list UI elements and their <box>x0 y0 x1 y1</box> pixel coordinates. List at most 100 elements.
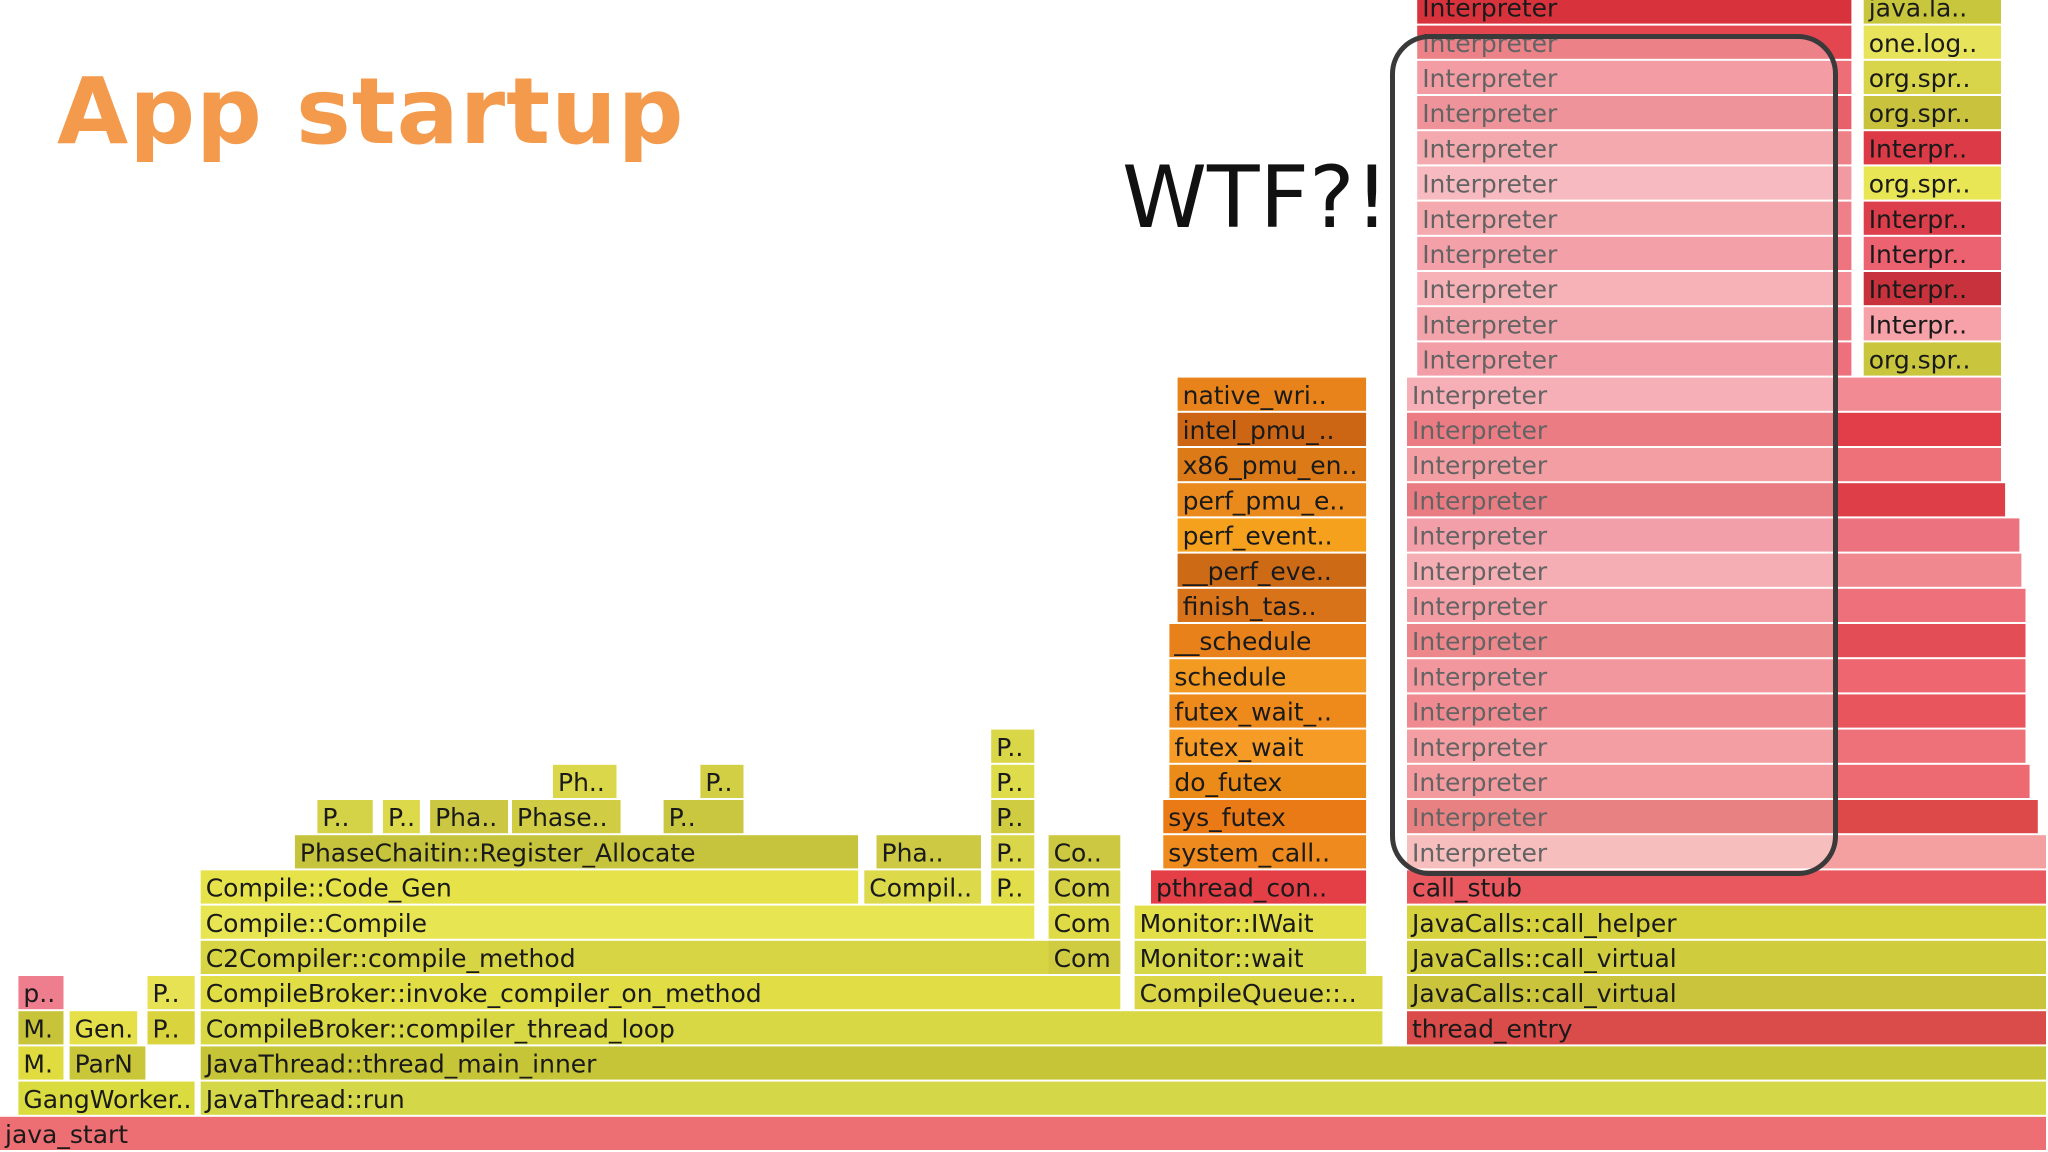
flame-frame[interactable]: Compile::Compile <box>200 905 1035 939</box>
flame-frame[interactable]: Interpreter <box>1407 624 2026 658</box>
flame-frame[interactable]: perf_event.. <box>1177 518 1367 552</box>
flame-frame[interactable]: JavaCalls::call_virtual <box>1407 976 2046 1010</box>
flame-frame[interactable]: Interpreter <box>1407 588 2026 622</box>
flame-frame[interactable]: P.. <box>663 800 744 834</box>
flame-frame[interactable]: Interpr.. <box>1863 131 2001 165</box>
flame-frame[interactable]: JavaCalls::call_helper <box>1407 905 2046 939</box>
flame-frame[interactable]: Monitor::IWait <box>1134 905 1367 939</box>
flame-frame[interactable]: do_futex <box>1169 764 1367 798</box>
flame-frame[interactable]: Interpreter <box>1407 764 2030 798</box>
flame-frame[interactable]: Interpreter <box>1417 236 1852 270</box>
flame-frame[interactable]: P.. <box>991 729 1035 763</box>
flame-frame[interactable]: Interpreter <box>1417 60 1852 94</box>
flame-frame[interactable]: Monitor::wait <box>1134 940 1367 974</box>
flame-frame[interactable]: P.. <box>991 800 1035 834</box>
flame-frame[interactable]: Interpr.. <box>1863 307 2001 341</box>
flame-frame[interactable]: Interpr.. <box>1863 236 2001 270</box>
flame-frame-bar <box>1407 905 2046 939</box>
flame-frame[interactable]: M. <box>18 1011 64 1045</box>
flame-frame[interactable]: JavaThread::thread_main_inner <box>200 1046 2047 1080</box>
flame-frame[interactable]: one.log.. <box>1863 25 2001 59</box>
flame-frame[interactable]: Interpreter <box>1417 272 1852 306</box>
flame-frame[interactable]: x86_pmu_en.. <box>1177 448 1367 482</box>
flame-frame[interactable]: Interpreter <box>1407 518 2020 552</box>
flame-frame[interactable]: perf_pmu_e.. <box>1177 483 1367 517</box>
flame-frame[interactable]: schedule <box>1169 659 1367 693</box>
flame-frame[interactable]: Interpreter <box>1407 412 2001 446</box>
flame-frame[interactable]: P.. <box>991 764 1035 798</box>
flame-frame-bar <box>147 976 195 1010</box>
flame-frame[interactable]: Com <box>1048 905 1121 939</box>
flame-frame[interactable]: P.. <box>700 764 744 798</box>
flame-frame[interactable]: Interpreter <box>1417 201 1852 235</box>
flame-frame[interactable]: Phase.. <box>512 800 621 834</box>
flame-frame[interactable]: Interpreter <box>1407 448 2001 482</box>
flame-frame[interactable]: futex_wait_.. <box>1169 694 1367 728</box>
flame-frame[interactable]: finish_tas.. <box>1177 588 1367 622</box>
flame-frame[interactable]: CompileBroker::invoke_compiler_on_method <box>200 976 1121 1010</box>
flame-frame[interactable]: Gen. <box>69 1011 138 1045</box>
flame-frame[interactable]: CompileQueue::.. <box>1134 976 1383 1010</box>
flame-frame[interactable]: Interpr.. <box>1863 272 2001 306</box>
flame-frame[interactable]: P.. <box>147 976 195 1010</box>
flame-frame[interactable]: ParN <box>69 1046 146 1080</box>
flame-frame[interactable]: P.. <box>383 800 420 834</box>
flame-frame[interactable]: Interpreter <box>1407 659 2026 693</box>
flame-frame[interactable]: Pha.. <box>430 800 508 834</box>
flame-frame[interactable]: P.. <box>991 835 1035 869</box>
flame-frame[interactable]: GangWorker.. <box>18 1081 195 1115</box>
flame-frame[interactable]: org.spr.. <box>1863 342 2001 376</box>
flame-frame[interactable]: PhaseChaitin::Register_Allocate <box>294 835 859 869</box>
flame-frame[interactable]: Interpreter <box>1417 131 1852 165</box>
flame-frame[interactable]: Interpreter <box>1407 800 2038 834</box>
flame-frame[interactable]: Interpreter <box>1417 342 1852 376</box>
flame-frame-label: P.. <box>996 768 1023 797</box>
flame-frame[interactable]: P.. <box>317 800 373 834</box>
flame-frame[interactable]: Com <box>1048 870 1121 904</box>
flame-frame[interactable]: JavaCalls::call_virtual <box>1407 940 2046 974</box>
flame-frame[interactable]: Interpreter <box>1417 0 1852 24</box>
flame-frame[interactable]: Interpreter <box>1417 307 1852 341</box>
flame-frame[interactable]: JavaThread::run <box>200 1081 2047 1115</box>
flame-frame[interactable]: P.. <box>991 870 1035 904</box>
flame-frame[interactable]: Interpreter <box>1417 166 1852 200</box>
flame-frame[interactable]: Interpreter <box>1407 483 2006 517</box>
flame-frame-bar <box>1417 60 1852 94</box>
flame-frame-label: JavaCalls::call_virtual <box>1410 944 1677 973</box>
flame-frame[interactable]: Compile::Code_Gen <box>200 870 859 904</box>
flame-frame[interactable]: __perf_eve.. <box>1177 553 1367 587</box>
flame-frame[interactable]: Ph.. <box>553 764 617 798</box>
flame-frame[interactable]: org.spr.. <box>1863 96 2001 130</box>
flame-frame[interactable]: Interpreter <box>1417 25 1852 59</box>
flame-frame[interactable]: Interpreter <box>1407 835 2046 869</box>
flame-frame[interactable]: system_call.. <box>1163 835 1367 869</box>
flame-frame[interactable]: Interpreter <box>1407 553 2022 587</box>
flame-frame[interactable]: native_wri.. <box>1177 377 1367 411</box>
flame-frame[interactable]: java.la.. <box>1863 0 2001 24</box>
flame-frame[interactable]: java_start <box>0 1116 2046 1150</box>
flame-frame[interactable]: Interpreter <box>1417 96 1852 130</box>
flame-frame[interactable]: futex_wait <box>1169 729 1367 763</box>
flame-frame[interactable]: CompileBroker::compiler_thread_loop <box>200 1011 1383 1045</box>
flame-frame[interactable]: org.spr.. <box>1863 60 2001 94</box>
flame-frame[interactable]: Compil.. <box>864 870 982 904</box>
flame-frame[interactable]: Interpr.. <box>1863 201 2001 235</box>
flame-frame[interactable]: Interpreter <box>1407 694 2026 728</box>
flame-frame[interactable]: pthread_con.. <box>1151 870 1367 904</box>
flame-frame[interactable]: P.. <box>147 1011 195 1045</box>
flame-frame[interactable]: intel_pmu_.. <box>1177 412 1367 446</box>
flame-frame[interactable]: p.. <box>18 976 64 1010</box>
flame-frame[interactable]: thread_entry <box>1407 1011 2046 1045</box>
flame-frame[interactable]: org.spr.. <box>1863 166 2001 200</box>
flame-frame[interactable]: C2Compiler::compile_method <box>200 940 1121 974</box>
flame-frame[interactable]: Pha.. <box>876 835 982 869</box>
flame-frame[interactable]: Com <box>1048 940 1121 974</box>
flame-frame[interactable]: Interpreter <box>1407 729 2026 763</box>
flame-frame[interactable]: M. <box>18 1046 64 1080</box>
flame-frame[interactable]: __schedule <box>1169 624 1367 658</box>
flame-frame-bar <box>1169 624 1367 658</box>
flame-frame[interactable]: Interpreter <box>1407 377 2001 411</box>
flame-frame-label: Interpr.. <box>1869 205 1967 234</box>
flame-frame[interactable]: Co.. <box>1048 835 1121 869</box>
flame-frame[interactable]: sys_futex <box>1163 800 1367 834</box>
